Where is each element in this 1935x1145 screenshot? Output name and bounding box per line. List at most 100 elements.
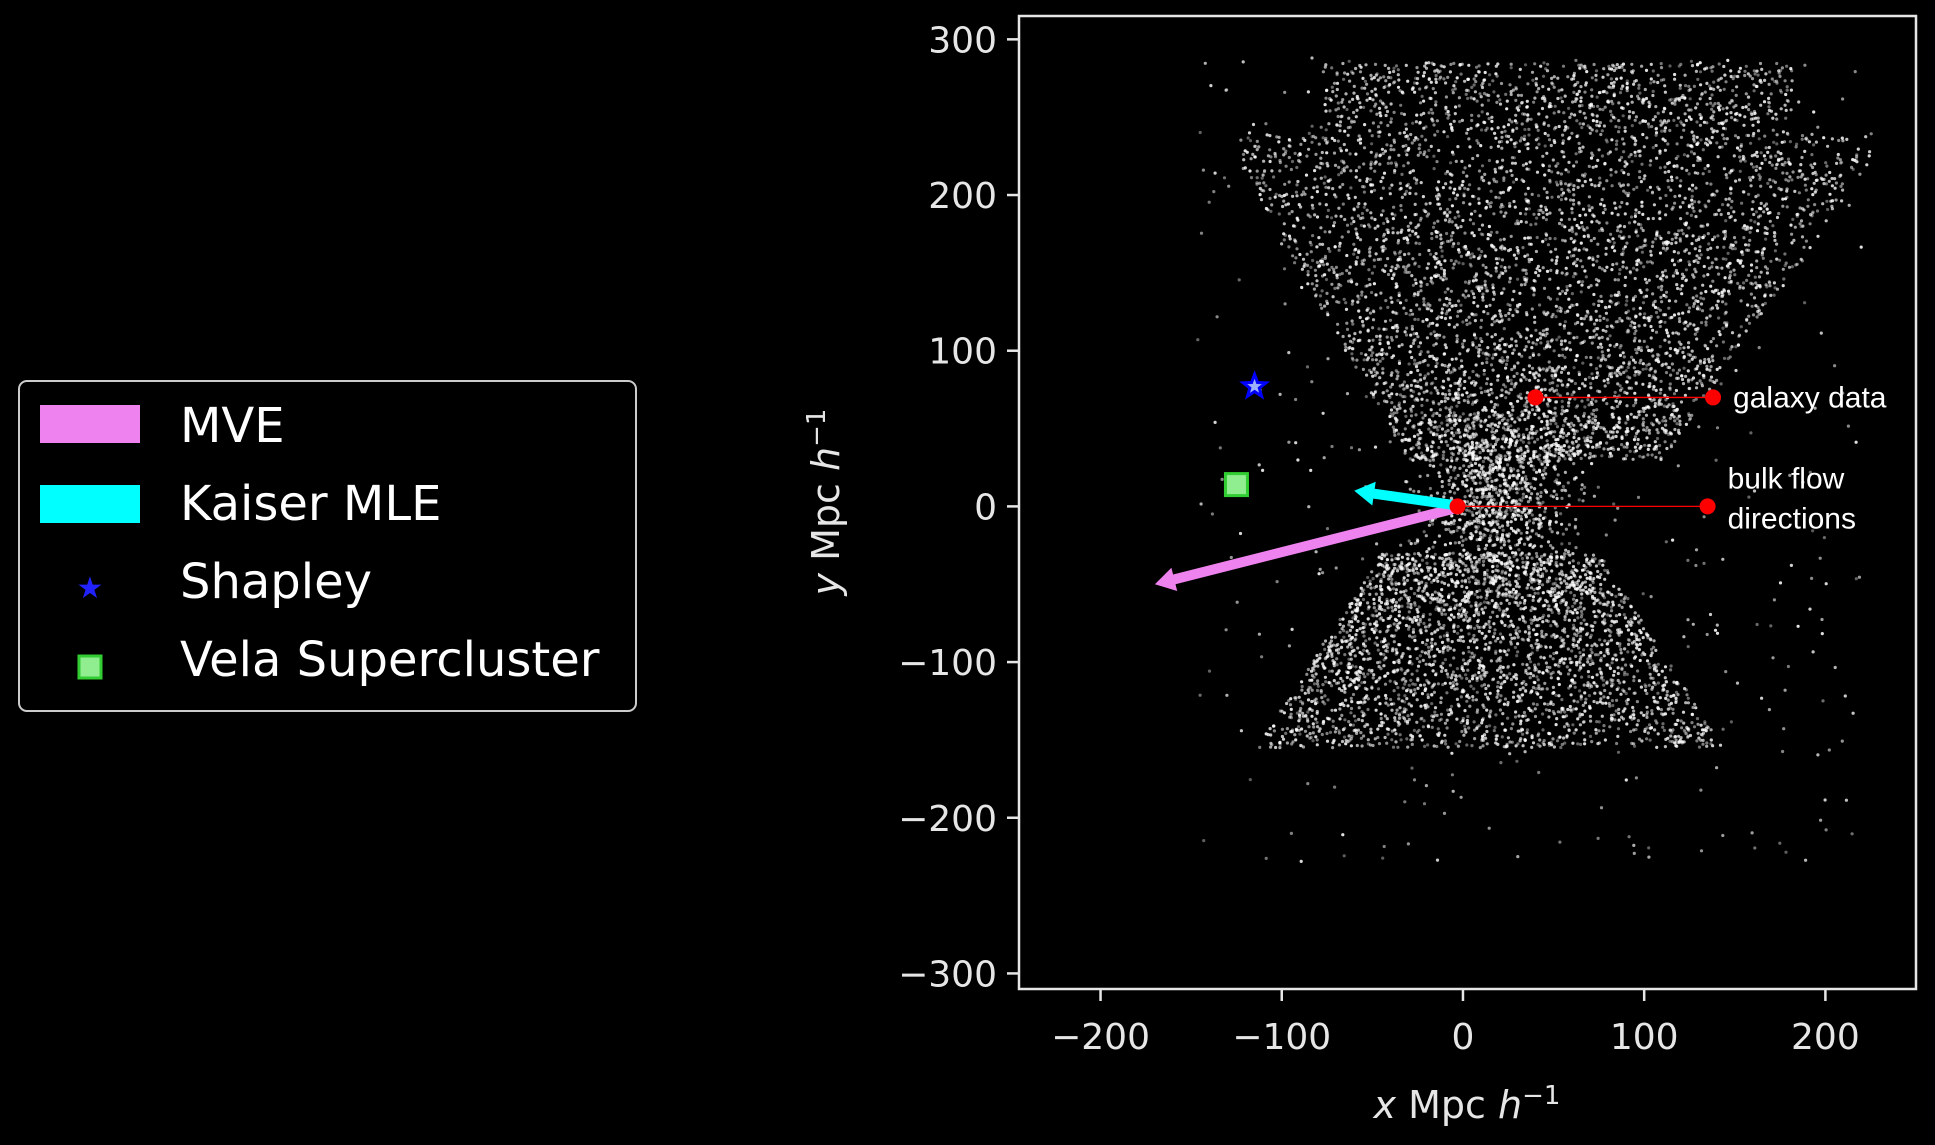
galaxy-point: [1460, 584, 1464, 589]
galaxy-point: [1658, 251, 1663, 255]
galaxy-point: [1312, 662, 1316, 666]
galaxy-point: [1581, 225, 1585, 229]
galaxy-point: [1665, 331, 1669, 335]
galaxy-point: [1488, 724, 1492, 728]
galaxy-point: [1366, 672, 1370, 676]
galaxy-point: [1632, 339, 1636, 343]
galaxy-point: [1365, 82, 1369, 86]
galaxy-point: [1669, 315, 1674, 320]
galaxy-point: [1272, 175, 1276, 179]
galaxy-point: [1430, 354, 1434, 358]
galaxy-point: [1390, 300, 1394, 304]
galaxy-point: [1645, 737, 1649, 741]
galaxy-point: [1295, 183, 1299, 187]
galaxy-point: [1591, 263, 1595, 267]
galaxy-point: [1394, 732, 1398, 736]
galaxy-point: [1395, 407, 1399, 411]
galaxy-point: [1602, 204, 1606, 208]
galaxy-point: [1534, 551, 1539, 556]
galaxy-point: [1446, 443, 1450, 447]
galaxy-point: [1513, 443, 1518, 448]
galaxy-point: [1268, 159, 1272, 164]
galaxy-point: [1654, 143, 1658, 148]
galaxy-point: [1480, 249, 1484, 254]
galaxy-point: [1781, 284, 1785, 288]
galaxy-point: [1413, 292, 1417, 296]
galaxy-point: [1350, 620, 1354, 624]
galaxy-point: [1437, 599, 1441, 604]
galaxy-point: [1540, 554, 1544, 559]
galaxy-point: [1535, 235, 1539, 240]
galaxy-point: [1660, 300, 1664, 304]
galaxy-point: [1398, 643, 1402, 647]
galaxy-point: [1561, 599, 1565, 603]
galaxy-point: [1605, 324, 1609, 329]
galaxy-point: [1545, 269, 1550, 273]
galaxy-point: [1454, 303, 1458, 308]
galaxy-point: [1617, 711, 1621, 715]
galaxy-point: [1624, 778, 1628, 782]
galaxy-point: [1651, 240, 1655, 244]
galaxy-point: [1392, 622, 1396, 626]
galaxy-point: [1629, 215, 1634, 219]
galaxy-point: [1574, 546, 1578, 550]
galaxy-point: [1584, 697, 1588, 701]
galaxy-point: [1332, 270, 1336, 275]
galaxy-point: [1652, 695, 1656, 700]
galaxy-point: [1288, 715, 1292, 719]
galaxy-point: [1663, 170, 1667, 174]
galaxy-point: [1328, 230, 1332, 234]
galaxy-point: [1586, 670, 1590, 674]
galaxy-point: [1636, 437, 1640, 442]
galaxy-point: [1738, 66, 1742, 70]
galaxy-point: [1747, 273, 1751, 277]
galaxy-point: [1347, 271, 1351, 275]
galaxy-point: [1407, 610, 1411, 614]
galaxy-point: [1370, 668, 1374, 673]
galaxy-point: [1460, 393, 1464, 397]
galaxy-point: [1410, 141, 1414, 145]
galaxy-point: [1416, 380, 1420, 384]
galaxy-point: [1468, 679, 1472, 683]
galaxy-point: [1699, 723, 1703, 727]
galaxy-point: [1356, 294, 1360, 298]
galaxy-point: [1760, 67, 1764, 71]
galaxy-point: [1743, 115, 1747, 119]
galaxy-point: [1680, 284, 1684, 288]
galaxy-point: [1799, 163, 1803, 167]
galaxy-point: [1605, 441, 1609, 445]
galaxy-point: [1433, 659, 1437, 663]
galaxy-point: [1579, 634, 1583, 639]
galaxy-point: [1639, 348, 1643, 353]
galaxy-point: [1493, 628, 1497, 632]
galaxy-point: [1693, 200, 1697, 204]
galaxy-point: [1529, 334, 1533, 338]
galaxy-point: [1521, 246, 1525, 250]
galaxy-point: [1486, 477, 1490, 481]
galaxy-point: [1629, 412, 1633, 416]
galaxy-point: [1225, 88, 1229, 92]
galaxy-point: [1363, 680, 1367, 684]
galaxy-point: [1542, 61, 1546, 65]
galaxy-point: [1753, 275, 1757, 279]
galaxy-point: [1559, 512, 1563, 516]
galaxy-point: [1357, 165, 1361, 169]
galaxy-point: [1585, 226, 1589, 230]
galaxy-point: [1625, 404, 1629, 408]
galaxy-point: [1375, 643, 1380, 647]
galaxy-point: [1685, 303, 1689, 307]
galaxy-point: [1416, 615, 1420, 619]
galaxy-point: [1332, 151, 1337, 155]
galaxy-point: [1485, 112, 1490, 116]
galaxy-point: [1495, 159, 1499, 164]
galaxy-point: [1496, 689, 1500, 693]
galaxy-point: [1501, 533, 1505, 537]
galaxy-point: [1287, 212, 1291, 216]
galaxy-point: [1475, 708, 1480, 712]
galaxy-point: [1602, 67, 1606, 71]
galaxy-point: [1561, 484, 1565, 489]
galaxy-point: [1551, 312, 1555, 317]
galaxy-point: [1484, 543, 1489, 547]
galaxy-point: [1372, 258, 1376, 262]
